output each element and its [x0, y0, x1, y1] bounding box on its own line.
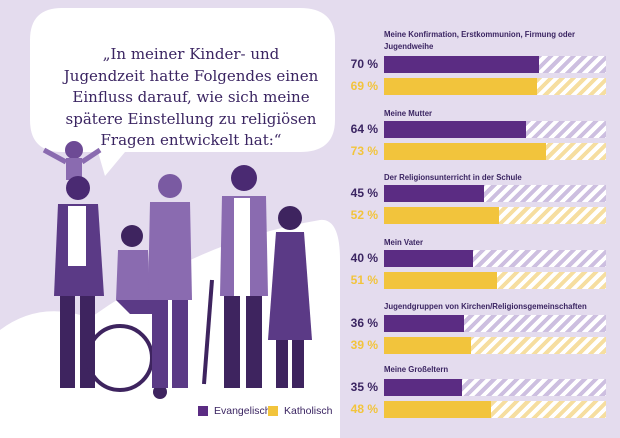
value-label-evangelisch: 45 %: [350, 186, 378, 200]
bar-track-evangelisch: [384, 185, 606, 202]
value-label-evangelisch: 70 %: [350, 57, 378, 71]
value-label-evangelisch: 35 %: [350, 380, 378, 394]
legend-label-katholisch: Katholisch: [284, 405, 333, 417]
bar-katholisch: [384, 78, 538, 95]
value-label-evangelisch: 36 %: [350, 316, 378, 330]
bar-track-katholisch: [384, 337, 606, 354]
bearded-man-figure: [202, 165, 268, 388]
bar-track-katholisch: [384, 272, 606, 289]
bar-track-evangelisch: [384, 250, 606, 267]
category-label: Mein Vater: [384, 238, 423, 247]
bar-katholisch: [384, 143, 547, 160]
value-label-katholisch: 48 %: [350, 402, 378, 416]
legend-swatch-katholisch: [268, 406, 278, 416]
bar-evangelisch: [384, 185, 484, 202]
legend-swatch-evangelisch: [198, 406, 208, 416]
category-label: Der Religionsunterricht in der Schule: [384, 173, 522, 182]
legend-label-evangelisch: Evangelisch: [214, 405, 271, 417]
bar-katholisch: [384, 272, 498, 289]
category-label: Meine Großeltern: [384, 365, 449, 374]
bar-evangelisch: [384, 56, 540, 73]
legend-katholisch: Katholisch: [268, 405, 332, 417]
category-label: Meine Mutter: [384, 109, 433, 118]
quote-text: „In meiner Kinder- und Jugendzeit hatte …: [63, 45, 319, 149]
speech-bubble: [30, 8, 335, 176]
bar-track-katholisch: [384, 78, 606, 95]
value-label-katholisch: 73 %: [350, 144, 378, 158]
category-label: Jugendgruppen von Kirchen/Religionsgemei…: [384, 302, 587, 311]
bar-track-evangelisch: [384, 315, 606, 332]
bar-track-katholisch: [384, 207, 606, 224]
bar-track-evangelisch: [384, 379, 606, 396]
value-label-katholisch: 39 %: [350, 338, 378, 352]
value-label-evangelisch: 64 %: [350, 122, 378, 136]
bar-evangelisch: [384, 379, 462, 396]
bar-track-katholisch: [384, 143, 606, 160]
bar-track-evangelisch: [384, 56, 606, 73]
bar-evangelisch: [384, 121, 527, 138]
bar-katholisch: [384, 401, 491, 418]
bar-track-evangelisch: [384, 121, 606, 138]
bar-katholisch: [384, 337, 471, 354]
bar-track-katholisch: [384, 401, 606, 418]
category-label: Meine Konfirmation, Erstkommunion, Firmu…: [384, 30, 576, 51]
value-label-katholisch: 52 %: [350, 208, 378, 222]
bar-katholisch: [384, 207, 500, 224]
older-man-figure: [148, 174, 192, 388]
value-label-katholisch: 69 %: [350, 79, 378, 93]
bar-evangelisch: [384, 315, 464, 332]
young-woman-figure: [268, 206, 312, 388]
value-label-katholisch: 51 %: [350, 273, 378, 287]
value-label-evangelisch: 40 %: [350, 251, 378, 265]
man-with-child-figure: [42, 141, 104, 388]
legend-evangelisch: Evangelisch: [198, 405, 271, 417]
bar-evangelisch: [384, 250, 473, 267]
